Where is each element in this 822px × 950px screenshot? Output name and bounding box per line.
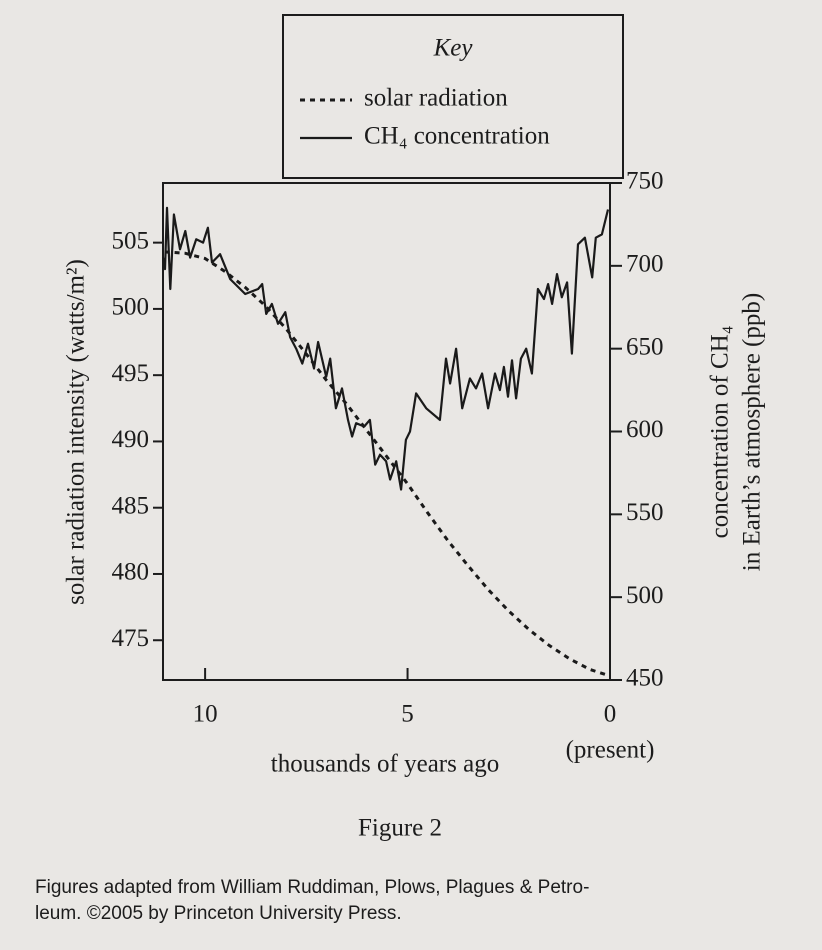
x-tick-label: 10 bbox=[193, 701, 218, 728]
key-title: Key bbox=[433, 35, 474, 62]
x-tick-label: 0 bbox=[604, 701, 617, 728]
y-tick-label: 490 bbox=[112, 426, 150, 453]
annotation: (present) bbox=[566, 737, 655, 764]
y2-tick-label: 500 bbox=[626, 582, 664, 609]
y-tick-label: 480 bbox=[112, 559, 150, 586]
legend-label: solar radiation bbox=[364, 85, 508, 112]
y2-tick-label: 600 bbox=[626, 416, 664, 443]
key-box bbox=[282, 14, 624, 179]
y2-axis-label: in Earth’s atmosphere (ppb) bbox=[739, 293, 766, 571]
y-tick-label: 475 bbox=[112, 625, 150, 652]
y2-tick-label: 650 bbox=[626, 333, 664, 360]
y2-tick-label: 450 bbox=[626, 665, 664, 692]
y2-tick-label: 700 bbox=[626, 251, 664, 278]
legend-label: CH₄ concentration bbox=[364, 123, 550, 150]
y-axis-label: solar radiation intensity (watts/m²) bbox=[63, 259, 90, 605]
x-tick-label: 5 bbox=[401, 701, 414, 728]
y2-axis-label: concentration of CH₄ bbox=[707, 326, 734, 539]
data-line bbox=[161, 206, 610, 491]
y2-tick-label: 750 bbox=[626, 168, 664, 195]
x-axis-label: thousands of years ago bbox=[271, 751, 499, 778]
caption: Figures adapted from William Ruddiman, P… bbox=[35, 877, 589, 898]
y-tick-label: 495 bbox=[112, 360, 150, 387]
caption: leum. ©2005 by Princeton University Pres… bbox=[35, 903, 402, 924]
y-tick-label: 485 bbox=[112, 492, 150, 519]
y-tick-label: 500 bbox=[112, 294, 150, 321]
figure-label: Figure 2 bbox=[358, 815, 442, 842]
data-line bbox=[164, 250, 611, 678]
y-tick-label: 505 bbox=[112, 227, 150, 254]
y2-tick-label: 550 bbox=[626, 499, 664, 526]
